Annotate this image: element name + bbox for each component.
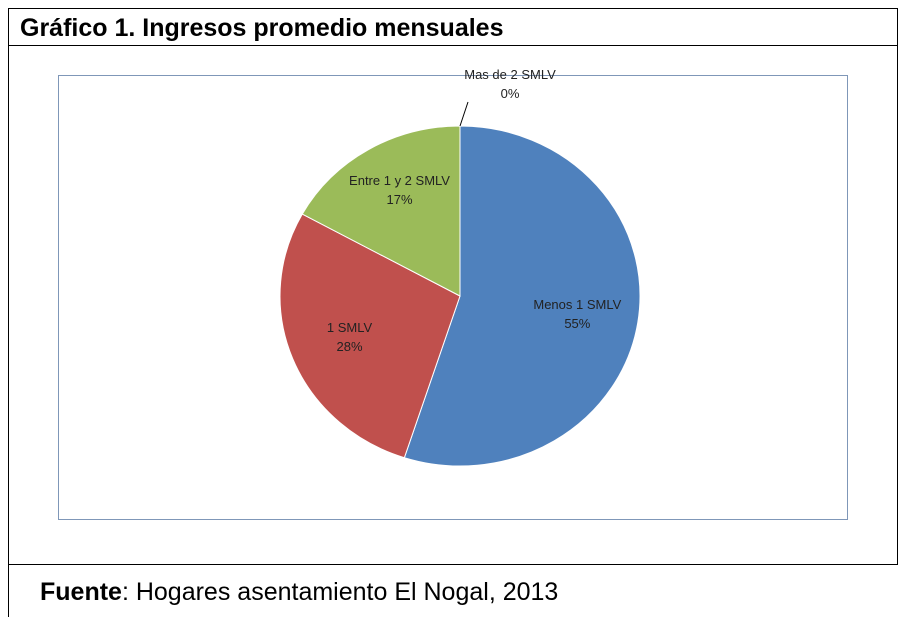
source-label: Fuente: [40, 578, 122, 606]
pie-slice: [301, 125, 461, 297]
value-label: 28%: [336, 339, 363, 355]
rule: [8, 565, 9, 617]
source-text: : Hogares asentamiento El Nogal, 2013: [121, 578, 559, 606]
value-label: 17%: [386, 191, 413, 207]
pie-slice: [403, 125, 641, 467]
slice-label: Entre 1 y 2 SMLV: [349, 172, 450, 188]
leader-line: [459, 101, 469, 127]
slice-label: 1 SMLV: [326, 320, 373, 336]
value-label: 55%: [564, 315, 591, 331]
pie-slice: [279, 213, 461, 459]
frame: [8, 8, 898, 565]
value-label: 0%: [500, 86, 520, 101]
slice-label: Menos 1 SMLV: [533, 296, 622, 312]
rule: [8, 564, 898, 565]
slice-label: Mas de 2 SMLV: [464, 67, 556, 82]
chart-box: [58, 75, 848, 520]
rule: [8, 45, 898, 46]
source: Fuente: Hogares asentamiento El Nogal, 2…: [40, 578, 558, 607]
title: Gráfico 1. Ingresos promedio mensuales: [20, 14, 504, 42]
